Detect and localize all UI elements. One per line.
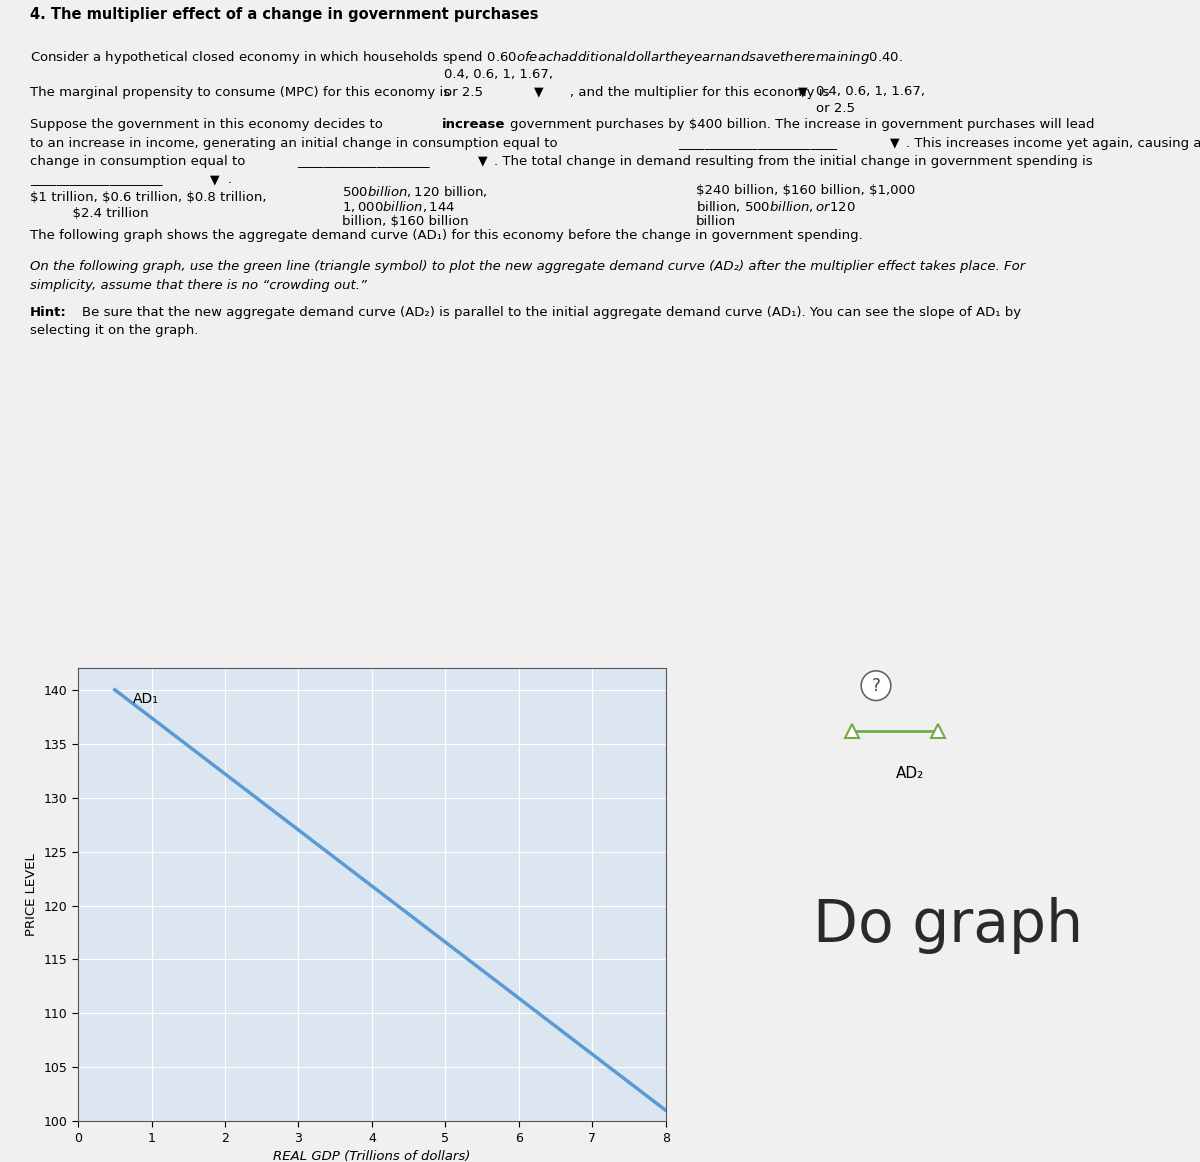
Text: or 2.5: or 2.5 [816, 102, 856, 115]
Text: $2.4 trillion: $2.4 trillion [30, 207, 149, 220]
Text: . The total change in demand resulting from the initial change in government spe: . The total change in demand resulting f… [494, 155, 1093, 167]
Text: ▼: ▼ [534, 86, 544, 99]
Text: billion: billion [696, 215, 736, 228]
Text: ____________________: ____________________ [298, 155, 430, 167]
Text: ▼: ▼ [478, 155, 487, 167]
Text: The marginal propensity to consume (MPC) for this economy is: The marginal propensity to consume (MPC)… [30, 86, 450, 99]
Text: to an increase in income, generating an initial change in consumption equal to: to an increase in income, generating an … [30, 137, 558, 150]
Text: 0.4, 0.6, 1, 1.67,: 0.4, 0.6, 1, 1.67, [816, 85, 925, 98]
Text: ____________________: ____________________ [30, 173, 162, 186]
Text: change in consumption equal to: change in consumption equal to [30, 155, 245, 167]
Y-axis label: PRICE LEVEL: PRICE LEVEL [25, 853, 38, 937]
Text: simplicity, assume that there is no “crowding out.”: simplicity, assume that there is no “cro… [30, 279, 367, 292]
Text: billion, $160 billion: billion, $160 billion [342, 215, 469, 228]
Text: billion, $500 billion, or $120: billion, $500 billion, or $120 [696, 199, 856, 214]
Text: Suppose the government in this economy decides to: Suppose the government in this economy d… [30, 119, 383, 131]
Text: Consider a hypothetical closed economy in which households spend $0.60 of each a: Consider a hypothetical closed economy i… [30, 49, 902, 66]
Text: ▼: ▼ [890, 137, 900, 150]
Text: $1 trillion, $0.6 trillion, $0.8 trillion,: $1 trillion, $0.6 trillion, $0.8 trillio… [30, 192, 266, 205]
Text: $240 billion, $160 billion, $1,000: $240 billion, $160 billion, $1,000 [696, 184, 916, 196]
Text: Do graph: Do graph [812, 897, 1084, 954]
Text: increase: increase [442, 119, 505, 131]
Text: ?: ? [871, 676, 881, 695]
Text: ▼: ▼ [798, 86, 808, 99]
Text: or 2.5: or 2.5 [444, 86, 482, 99]
Text: Hint:: Hint: [30, 306, 67, 318]
Text: ________________________: ________________________ [678, 137, 836, 150]
X-axis label: REAL GDP (Trillions of dollars): REAL GDP (Trillions of dollars) [274, 1150, 470, 1162]
Text: 0.4, 0.6, 1, 1.67,: 0.4, 0.6, 1, 1.67, [444, 69, 553, 81]
Text: Be sure that the new aggregate demand curve (AD₂) is parallel to the initial agg: Be sure that the new aggregate demand cu… [82, 306, 1021, 318]
Text: AD₁: AD₁ [133, 691, 158, 705]
Text: government purchases by $400 billion. The increase in government purchases will : government purchases by $400 billion. Th… [510, 119, 1094, 131]
Text: The following graph shows the aggregate demand curve (AD₁) for this economy befo: The following graph shows the aggregate … [30, 229, 863, 242]
Text: . This increases income yet again, causing a second: . This increases income yet again, causi… [906, 137, 1200, 150]
Text: AD₂: AD₂ [895, 766, 924, 781]
Text: , and the multiplier for this economy is: , and the multiplier for this economy is [570, 86, 829, 99]
Text: $500 billion, $120 billion,: $500 billion, $120 billion, [342, 184, 487, 199]
Text: 4. The multiplier effect of a change in government purchases: 4. The multiplier effect of a change in … [30, 7, 539, 22]
Text: On the following graph, use the green line (triangle symbol) to plot the new agg: On the following graph, use the green li… [30, 260, 1025, 273]
Text: ▼: ▼ [210, 173, 220, 186]
Text: selecting it on the graph.: selecting it on the graph. [30, 324, 198, 337]
Text: .: . [228, 173, 232, 186]
Text: $1,000 billion, $144: $1,000 billion, $144 [342, 199, 456, 214]
